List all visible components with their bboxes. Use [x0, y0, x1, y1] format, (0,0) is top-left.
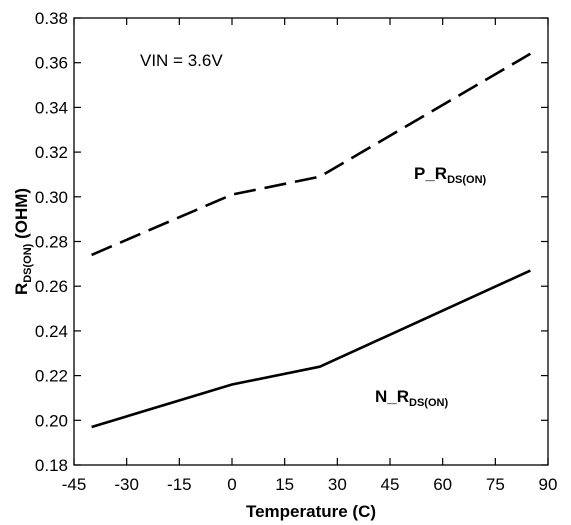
y-tick-label: 0.18 — [35, 456, 68, 475]
p-rdson-label-backdrop — [400, 155, 536, 189]
x-tick-label: -30 — [114, 475, 139, 494]
y-tick-label: 0.30 — [35, 188, 68, 207]
x-tick-label: 0 — [227, 475, 236, 494]
x-tick-label: 75 — [486, 475, 505, 494]
y-tick-label: 0.32 — [35, 143, 68, 162]
x-tick-label: -45 — [62, 475, 87, 494]
y-axis-title-suffix: (OHM) — [12, 188, 31, 244]
x-tick-label: 90 — [539, 475, 558, 494]
series-layer — [91, 52, 532, 429]
p-rdson-label: P_RDS(ON) — [414, 164, 487, 186]
y-axis-title-sub: DS(ON) — [22, 243, 34, 282]
series-line-n-rdson — [91, 269, 531, 429]
y-tick-label: 0.20 — [35, 411, 68, 430]
x-tick-label: 60 — [433, 475, 452, 494]
label-layer: VIN = 3.6V P_RDS(ON) N_RDS(ON) — [130, 46, 536, 412]
y-tick-label: 0.38 — [35, 9, 68, 28]
plot-frame — [73, 17, 549, 466]
tick-layer: -45 -30 -15 0 15 30 45 60 75 90 0.18 0.20 0.22 0.24 0.… — [35, 9, 558, 494]
series-line-p-rdson — [91, 52, 532, 257]
x-tick-label: -15 — [167, 475, 192, 494]
y-tick-label: 0.22 — [35, 367, 68, 386]
y-tick-label: 0.26 — [35, 277, 68, 296]
y-tick-label: 0.24 — [35, 322, 68, 341]
n-rdson-label-backdrop — [361, 378, 497, 412]
n-rdson-label: N_RDS(ON) — [375, 387, 448, 409]
x-tick-label: 30 — [328, 475, 347, 494]
x-axis-title: Temperature (C) — [246, 502, 376, 521]
annotation-backdrop — [130, 46, 260, 74]
y-tick-label: 0.36 — [35, 54, 68, 73]
y-tick-label: 0.28 — [35, 233, 68, 252]
vin-annotation: VIN = 3.6V — [140, 51, 223, 70]
y-axis-title-main: R — [12, 283, 31, 295]
x-tick-label: 45 — [381, 475, 400, 494]
y-axis-title: RDS(ON) (OHM) — [12, 188, 34, 295]
x-tick-label: 15 — [275, 475, 294, 494]
y-tick-label: 0.34 — [35, 98, 68, 117]
